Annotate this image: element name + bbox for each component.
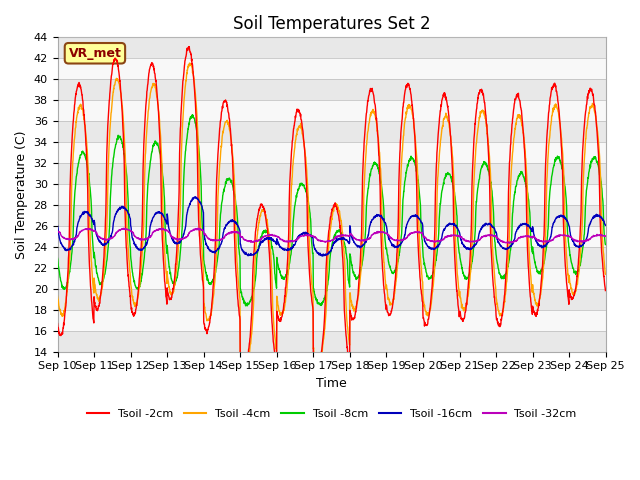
Bar [58, 205, 605, 226]
Bar [58, 331, 605, 351]
Bar [58, 121, 605, 142]
Bar [58, 226, 605, 247]
Bar [58, 268, 605, 288]
Bar [58, 310, 605, 331]
Bar [58, 247, 605, 268]
Y-axis label: Soil Temperature (C): Soil Temperature (C) [15, 130, 28, 259]
X-axis label: Time: Time [316, 377, 347, 390]
Bar [58, 184, 605, 205]
Text: VR_met: VR_met [68, 47, 122, 60]
Bar [58, 58, 605, 79]
Bar [58, 163, 605, 184]
Title: Soil Temperatures Set 2: Soil Temperatures Set 2 [233, 15, 431, 33]
Bar [58, 288, 605, 310]
Bar [58, 79, 605, 100]
Bar [58, 37, 605, 58]
Bar [58, 100, 605, 121]
Bar [58, 142, 605, 163]
Legend: Tsoil -2cm, Tsoil -4cm, Tsoil -8cm, Tsoil -16cm, Tsoil -32cm: Tsoil -2cm, Tsoil -4cm, Tsoil -8cm, Tsoi… [82, 404, 581, 423]
